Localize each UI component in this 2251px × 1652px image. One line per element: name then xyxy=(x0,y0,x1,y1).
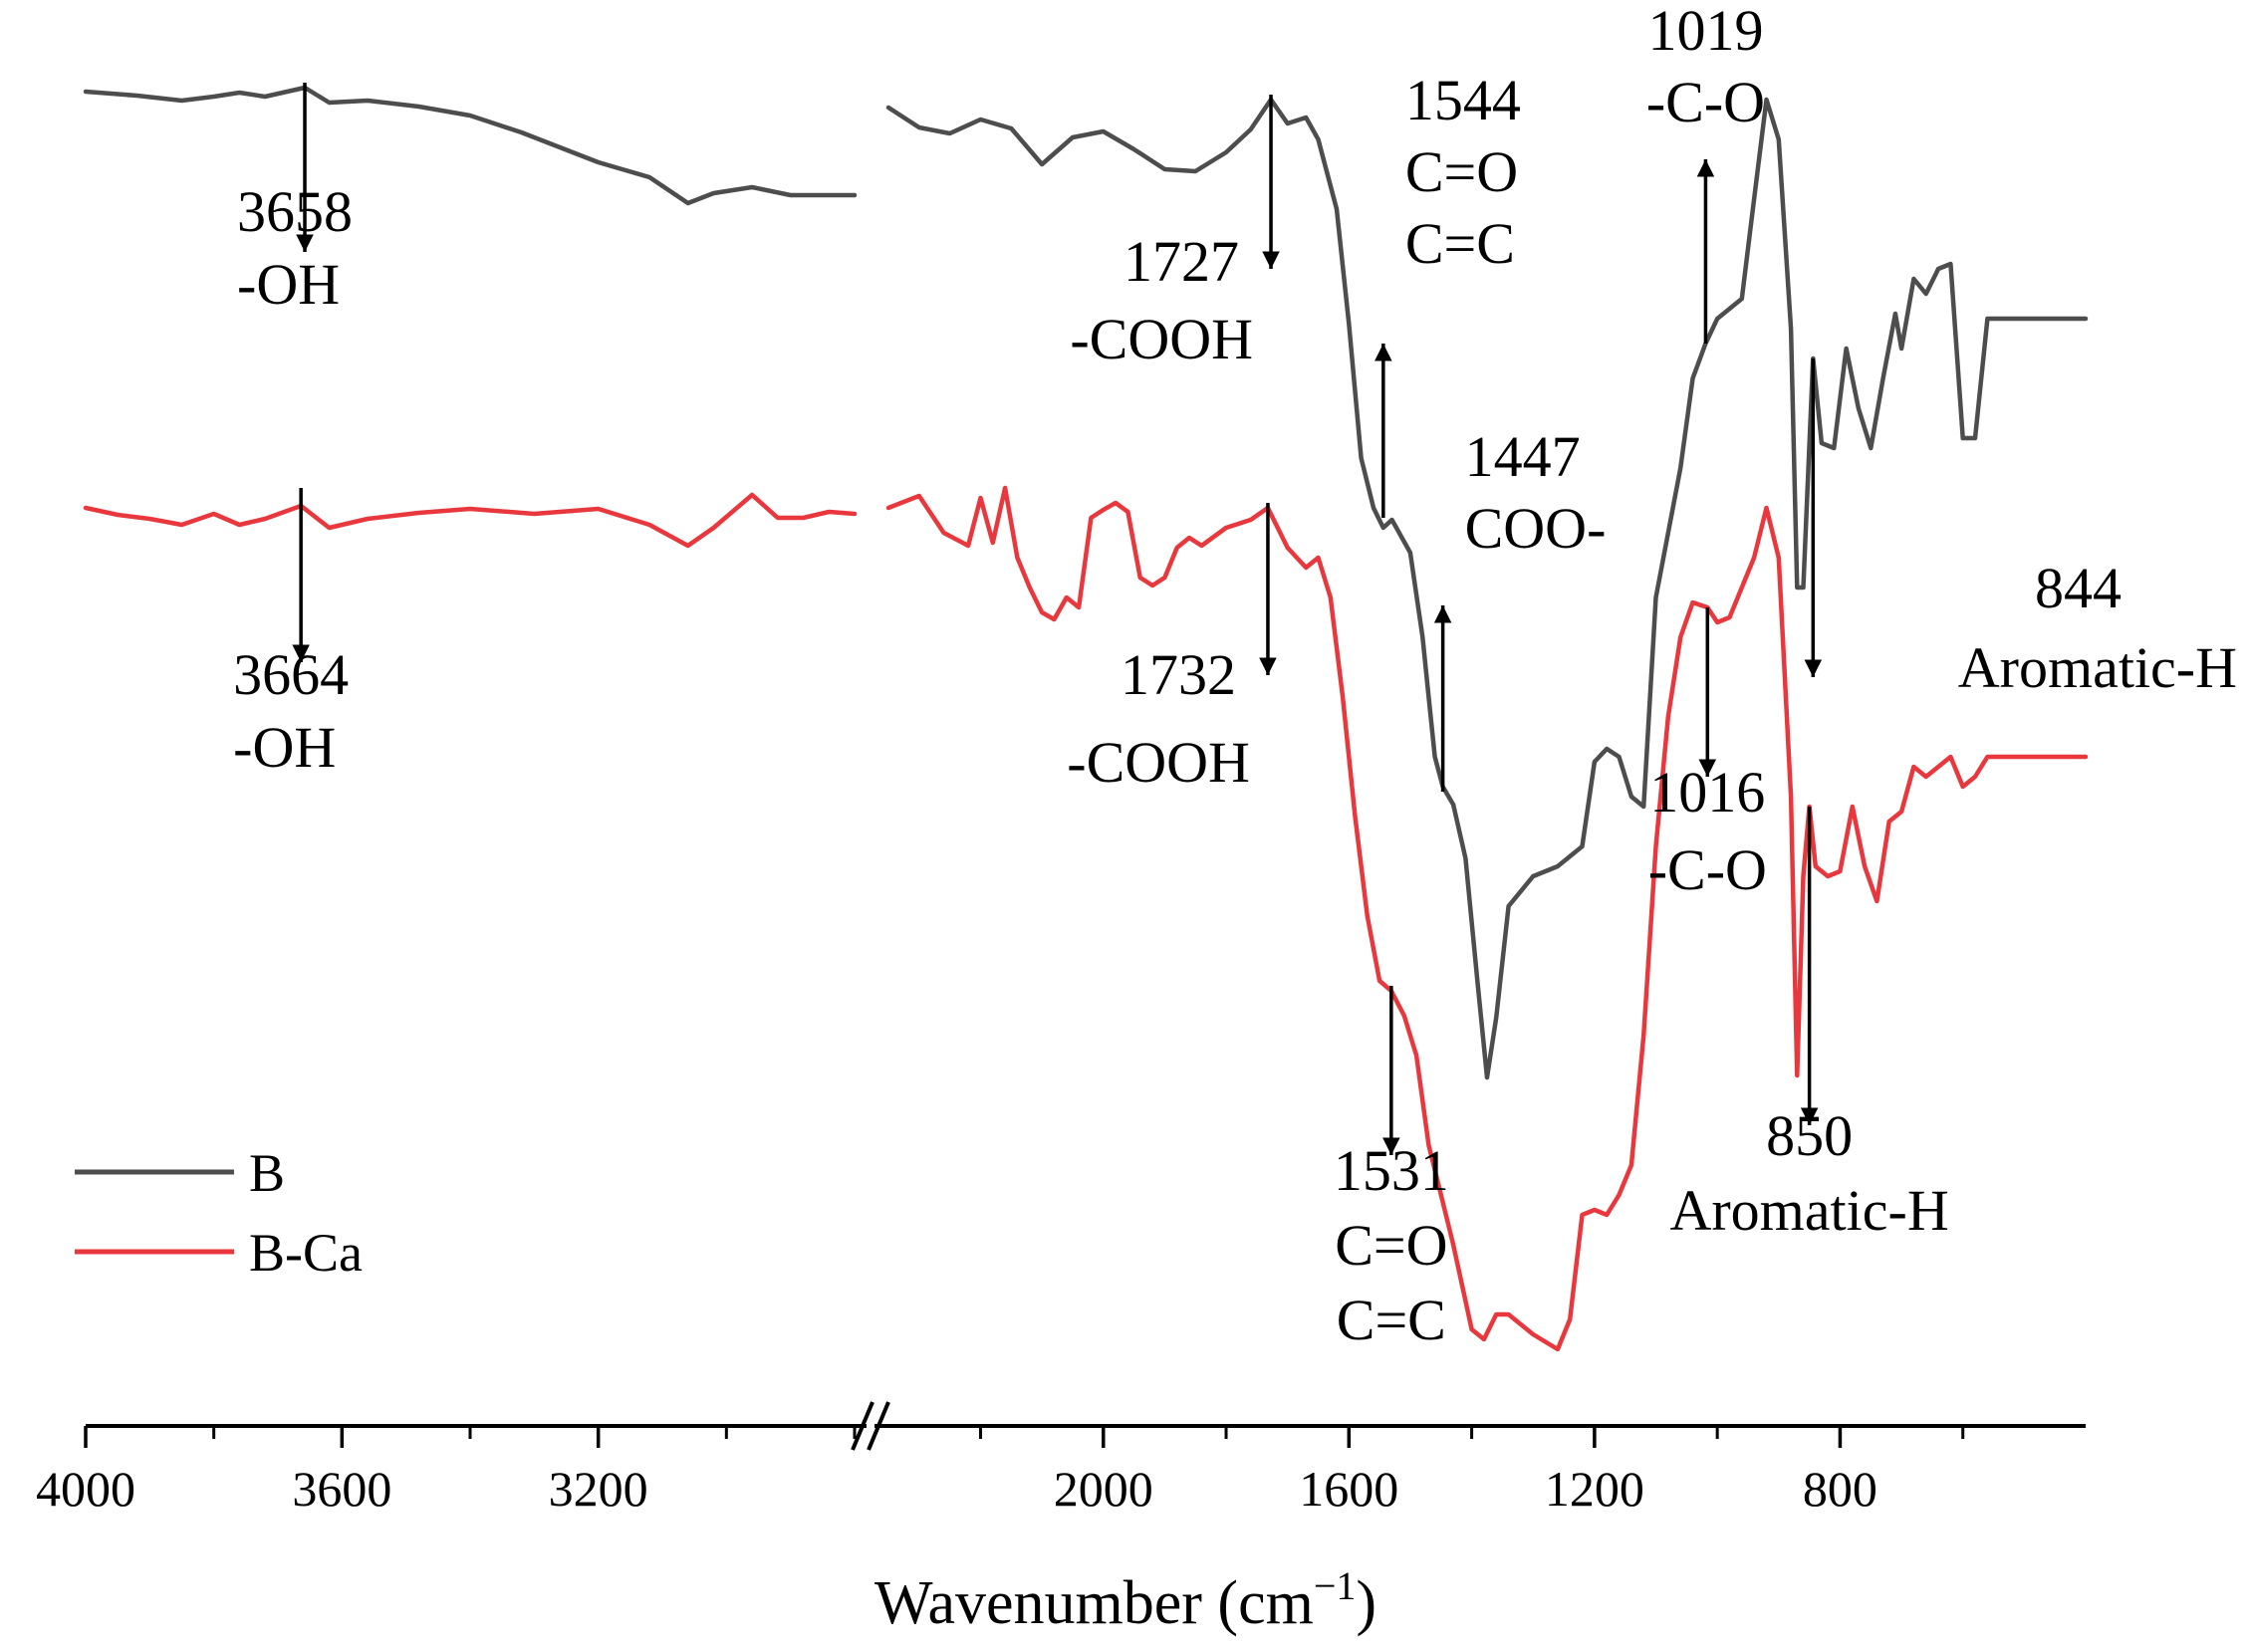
annotation-label-1016: 1016 xyxy=(1649,760,1765,825)
annotation-label-1531: C=O xyxy=(1335,1213,1447,1278)
annotation-label-1727: -COOH xyxy=(1070,307,1253,371)
x-axis: 4000 3600 3200 2000 1600 1200 800 xyxy=(36,1401,2086,1517)
annotation-label-1732: 1732 xyxy=(1121,642,1236,707)
annotation-label-850: 850 xyxy=(1766,1103,1853,1168)
legend-label-b: B xyxy=(249,1143,285,1203)
series-b-ca-line-2 xyxy=(885,485,2089,1352)
x-axis-title: Wavenumber (cm−1) xyxy=(875,1563,1376,1637)
legend-label-b-ca: B-Ca xyxy=(249,1223,363,1283)
annotation-label-3658: 3658 xyxy=(237,179,353,244)
annotation-label-1544: C=O xyxy=(1405,139,1518,204)
annotation-label-1019: 1019 xyxy=(1647,0,1763,63)
annotation-label-1531: 1531 xyxy=(1334,1138,1449,1203)
legend: B B-Ca xyxy=(75,1143,363,1283)
annotation-label-1531: C=C xyxy=(1337,1288,1446,1352)
x-tick-label: 3200 xyxy=(549,1461,648,1517)
series-layer xyxy=(83,85,2089,1352)
axis-break-mark-2 xyxy=(867,1401,890,1451)
series-b-line-2 xyxy=(885,97,2089,1080)
x-tick-label: 1200 xyxy=(1545,1461,1644,1517)
x-tick-label: 4000 xyxy=(36,1461,135,1517)
annotation-label-1732: -COOH xyxy=(1067,730,1250,795)
annotation-label-844: Aromatic-H xyxy=(1958,635,2237,700)
annotation-label-3664: -OH xyxy=(233,715,336,780)
annotation-label-1016: -C-O xyxy=(1648,837,1767,902)
annotation-label-1019: -C-O xyxy=(1646,70,1765,134)
annotation-label-1447: COO- xyxy=(1465,496,1607,561)
annotation-label-1727: 1727 xyxy=(1124,229,1239,294)
annotation-label-1544: C=C xyxy=(1405,211,1515,276)
annotation-label-850: Aromatic-H xyxy=(1669,1178,1948,1243)
series-b-ca-line-1 xyxy=(83,492,858,549)
x-tick-label: 1600 xyxy=(1299,1461,1398,1517)
axis-break-mark-1 xyxy=(851,1401,875,1451)
x-tick-label: 3600 xyxy=(292,1461,391,1517)
x-tick-label: 2000 xyxy=(1054,1461,1153,1517)
series-b-line-1 xyxy=(83,85,858,206)
annotation-layer: 3658 -OH 1727 -COOH 1544 C=O C=C 1447 COO- 1019 -C… xyxy=(233,0,2237,1352)
annotation-label-1447: 1447 xyxy=(1465,424,1581,489)
annotation-label-844: 844 xyxy=(2035,556,2122,620)
annotation-label-3664: 3664 xyxy=(233,642,349,707)
x-tick-label: 800 xyxy=(1803,1461,1877,1517)
annotation-label-3658: -OH xyxy=(237,252,340,317)
annotation-label-1544: 1544 xyxy=(1405,68,1521,132)
